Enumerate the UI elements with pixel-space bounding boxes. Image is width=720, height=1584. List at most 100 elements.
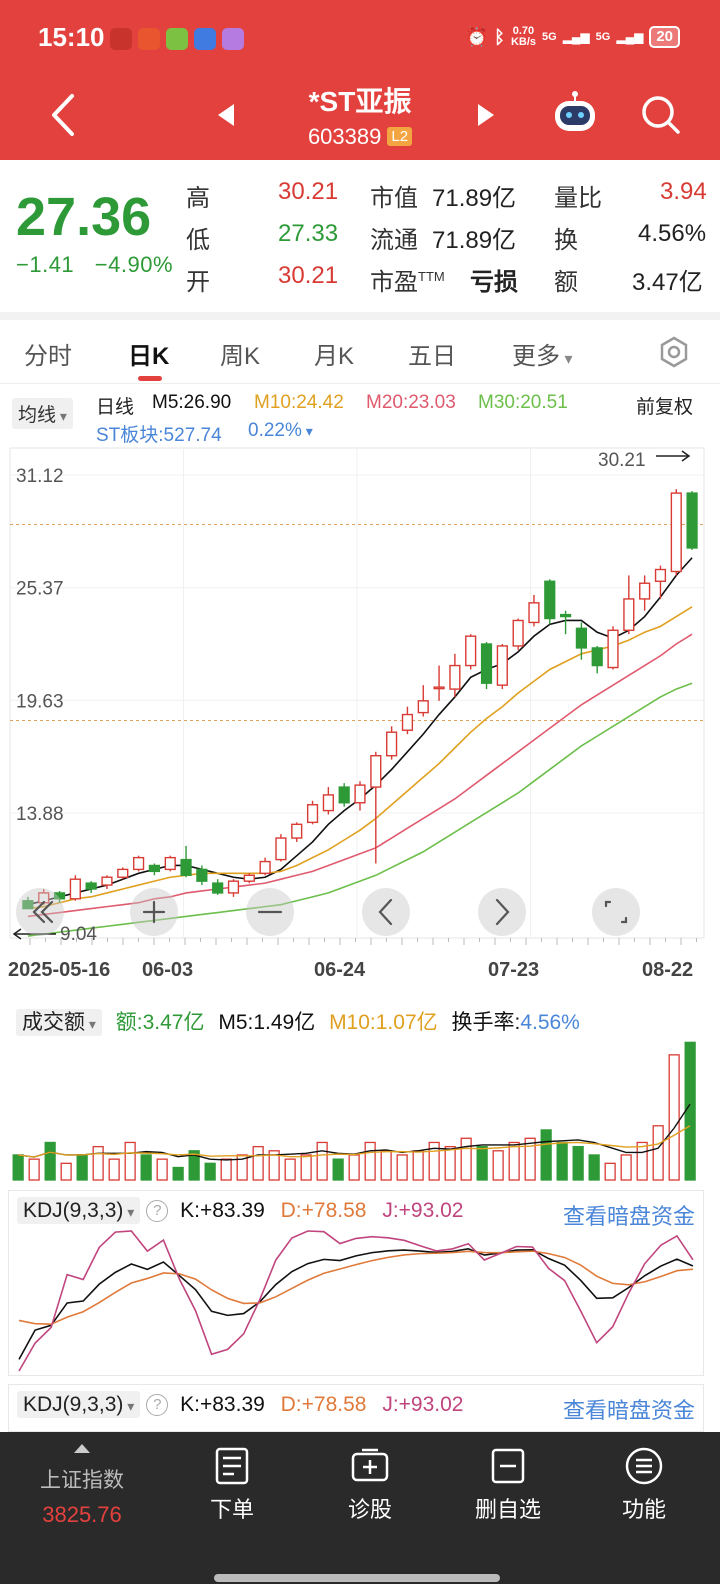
prev-stock-button[interactable] bbox=[216, 102, 236, 128]
nav-place-order[interactable]: 下单 bbox=[172, 1446, 292, 1524]
volume-bar bbox=[316, 1141, 328, 1181]
candle bbox=[654, 568, 667, 582]
candle bbox=[212, 882, 224, 894]
tab-intraday[interactable]: 分时 bbox=[24, 343, 72, 370]
volume-selector[interactable]: 成交额 ▾ bbox=[16, 1009, 102, 1036]
alarm-icon: ⏰ bbox=[465, 26, 489, 47]
kline-chart[interactable]: 31.12 25.37 19.63 13.88 30.21 9.04 2025-05-16 0… bbox=[0, 444, 720, 992]
status-time: 15:10 bbox=[38, 22, 105, 52]
dark-pool-link[interactable]: 查看暗盘资金 bbox=[562, 1204, 695, 1229]
scroll-left-fast-button[interactable] bbox=[16, 888, 64, 936]
sector-pct[interactable]: 0.22% ▾ bbox=[248, 420, 313, 441]
volume-bar bbox=[572, 1145, 584, 1181]
candle bbox=[338, 786, 350, 804]
volume-m10: M10:1.07亿 bbox=[329, 1011, 438, 1034]
min-price-arrow bbox=[12, 928, 22, 940]
volume-m5: M5:1.49亿 bbox=[218, 1011, 316, 1034]
order-icon bbox=[215, 1447, 249, 1485]
scroll-left-button[interactable] bbox=[362, 888, 410, 936]
ma-selector[interactable]: 均线 ▾ bbox=[12, 398, 73, 429]
menu-icon bbox=[625, 1447, 663, 1485]
nav-functions[interactable]: 功能 bbox=[584, 1446, 704, 1524]
candle bbox=[591, 647, 603, 667]
adjust-mode[interactable]: 前复权 bbox=[636, 397, 694, 418]
volume-bar bbox=[620, 1154, 632, 1181]
open-value: 30.21 bbox=[278, 262, 339, 289]
candle bbox=[259, 860, 271, 875]
volume-ma10-line bbox=[17, 1125, 691, 1158]
y-tick-label: 19.63 bbox=[16, 691, 64, 712]
kdj-k-line bbox=[18, 1247, 694, 1360]
volume-bar bbox=[428, 1141, 440, 1181]
volume-bar bbox=[668, 1054, 680, 1181]
amount-label: 额 bbox=[554, 269, 578, 296]
candle bbox=[53, 892, 66, 900]
zoom-out-button[interactable] bbox=[246, 888, 294, 936]
turnover-rate-label: 换手率: bbox=[451, 1011, 521, 1034]
kdj-d: D:+78.58 bbox=[280, 1393, 367, 1416]
kdj-j: J:+93.02 bbox=[382, 1393, 464, 1416]
candle bbox=[196, 868, 208, 882]
high-label: 高 bbox=[186, 185, 210, 212]
candle bbox=[291, 823, 303, 839]
candle bbox=[354, 784, 366, 804]
mktcap-label: 市值 bbox=[370, 185, 418, 212]
tab-daily-k[interactable]: 日K bbox=[128, 343, 170, 370]
tab-five-day[interactable]: 五日 bbox=[408, 343, 456, 370]
kdj-selector[interactable]: KDJ(9,3,3) ▾ bbox=[17, 1197, 141, 1224]
candle bbox=[117, 868, 129, 878]
settings-icon[interactable] bbox=[658, 336, 690, 368]
volume-bar bbox=[12, 1154, 24, 1181]
next-stock-button[interactable] bbox=[476, 102, 496, 128]
tab-weekly-k[interactable]: 周K bbox=[220, 343, 261, 370]
candle bbox=[306, 804, 319, 824]
amount-value: 3.47亿 bbox=[632, 269, 703, 296]
high-value: 30.21 bbox=[278, 178, 339, 205]
kdj-selector[interactable]: KDJ(9,3,3) ▾ bbox=[17, 1391, 141, 1418]
ma-indicator-bar: 均线 ▾ 日线 M5:26.90 M10:24.42 M20:23.03 M30… bbox=[0, 388, 720, 446]
volume-bar bbox=[444, 1145, 456, 1181]
sector-index[interactable]: ST板块:527.74 bbox=[96, 425, 222, 446]
candle bbox=[559, 613, 572, 618]
robot-assistant-icon[interactable] bbox=[552, 90, 598, 136]
help-icon[interactable]: ? bbox=[146, 1394, 169, 1416]
fullscreen-button[interactable] bbox=[592, 888, 640, 936]
back-button[interactable] bbox=[44, 90, 84, 140]
max-price-arrow bbox=[681, 450, 691, 462]
tab-more[interactable]: 更多 ▾ bbox=[512, 343, 573, 370]
kline-svg[interactable]: 31.12 25.37 19.63 13.88 30.21 9.04 2025-05-16 0… bbox=[0, 444, 720, 992]
app-icon bbox=[222, 28, 244, 50]
tab-monthly-k[interactable]: 月K bbox=[314, 343, 355, 370]
ma30-value: M30:20.51 bbox=[478, 392, 568, 413]
volume-bar bbox=[636, 1141, 648, 1181]
candle bbox=[243, 874, 255, 882]
search-icon[interactable] bbox=[640, 94, 682, 136]
turnover-value: 4.56% bbox=[638, 220, 707, 247]
candle bbox=[370, 755, 382, 788]
nav-remove-watchlist[interactable]: 删自选 bbox=[448, 1446, 568, 1524]
period-tabs: 分时 日K 周K 月K 五日 更多 ▾ bbox=[0, 320, 720, 384]
expand-up-icon[interactable] bbox=[74, 1444, 90, 1453]
caret-down-icon: ▾ bbox=[560, 351, 573, 368]
max-price-label: 30.21 bbox=[598, 450, 646, 471]
volume-ma5-line bbox=[17, 1103, 691, 1161]
y-tick-label: 25.37 bbox=[16, 579, 64, 600]
volume-bar bbox=[172, 1166, 184, 1181]
x-tick-label: 2025-05-16 bbox=[8, 959, 110, 981]
double-chevron-left-icon bbox=[32, 900, 54, 924]
scroll-right-button[interactable] bbox=[478, 888, 526, 936]
nav-diagnose[interactable]: 诊股 bbox=[310, 1446, 430, 1524]
dark-pool-link[interactable]: 查看暗盘资金 bbox=[562, 1398, 695, 1423]
index-name[interactable]: 上证指数 bbox=[40, 1469, 124, 1492]
control-button-bg bbox=[362, 888, 410, 936]
candle bbox=[69, 878, 81, 900]
status-bar: 15:10 ⏰ ᛒ 0.70 KB/s 5G ▂▄▆ 5G ▂▄▆ 20 bbox=[0, 0, 720, 72]
kdj-d: D:+78.58 bbox=[280, 1199, 367, 1222]
help-icon[interactable]: ? bbox=[146, 1200, 169, 1222]
zoom-in-button[interactable] bbox=[130, 888, 178, 936]
home-indicator[interactable] bbox=[214, 1574, 500, 1582]
open-label: 开 bbox=[186, 269, 210, 296]
battery-indicator: 20 bbox=[649, 26, 680, 48]
volume-bar bbox=[412, 1150, 424, 1181]
top-bar: 15:10 ⏰ ᛒ 0.70 KB/s 5G ▂▄▆ 5G ▂▄▆ 20 bbox=[0, 0, 720, 160]
